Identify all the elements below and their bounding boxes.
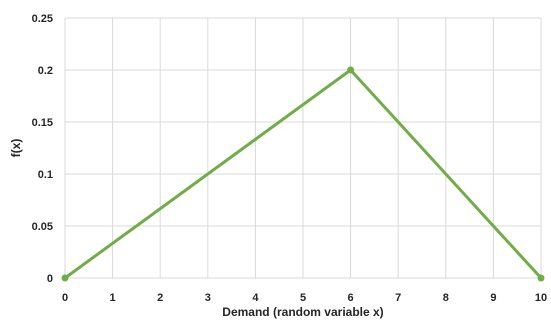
y-tick-label: 0	[47, 273, 53, 285]
x-tick-label: 2	[157, 292, 163, 304]
x-tick-label: 3	[205, 292, 211, 304]
y-tick-labels: 0 0.05 0.1 0.15 0.2 0.25	[32, 13, 53, 285]
data-point	[61, 274, 69, 282]
y-axis-title: f(x)	[9, 139, 23, 158]
y-tick-label: 0.2	[38, 65, 53, 77]
x-tick-label: 9	[490, 292, 496, 304]
grid	[65, 17, 542, 278]
x-tick-label: 7	[395, 292, 401, 304]
x-tick-label: 8	[443, 292, 449, 304]
y-tick-label: 0.05	[32, 221, 53, 233]
y-tick-label: 0.15	[32, 117, 53, 129]
x-tick-label: 4	[252, 292, 259, 304]
x-tick-label: 6	[348, 292, 354, 304]
data-point	[537, 274, 545, 282]
series	[61, 66, 545, 282]
x-tick-label: 10	[535, 292, 547, 304]
x-tick-labels: 0 1 2 3 4 5 6 7 8 9 10	[62, 292, 547, 304]
x-tick-label: 1	[110, 292, 116, 304]
x-tick-label: 0	[62, 292, 68, 304]
x-tick-label: 5	[300, 292, 306, 304]
x-axis-title: Demand (random variable x)	[222, 305, 383, 319]
y-tick-label: 0.25	[32, 13, 53, 25]
axes	[64, 18, 541, 279]
y-tick-label: 0.1	[38, 169, 53, 181]
data-point	[347, 66, 355, 74]
